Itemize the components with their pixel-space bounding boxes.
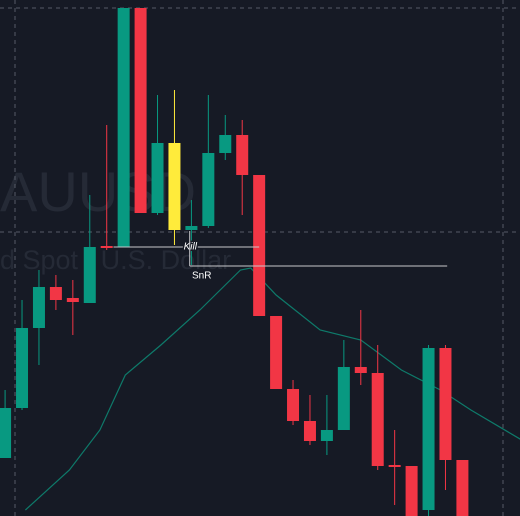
candle-body — [456, 460, 469, 516]
candle-body — [439, 348, 452, 460]
level-label: SnR — [192, 271, 211, 282]
candle-body — [0, 408, 12, 458]
watermark-symbol: AUUSD — [0, 160, 196, 223]
candle-body — [117, 8, 130, 247]
candle-body — [422, 348, 435, 510]
candle-body — [134, 8, 147, 213]
candle-body — [219, 135, 232, 153]
candle-body — [66, 298, 79, 302]
candle-body — [320, 430, 333, 441]
candle-body — [371, 373, 384, 466]
candle-body — [287, 389, 300, 421]
candle-body — [253, 175, 266, 316]
candle-body — [303, 421, 316, 441]
candle-body — [151, 143, 164, 213]
candle-body — [270, 316, 283, 389]
level-label: Kill — [184, 242, 198, 253]
candle-body — [16, 328, 29, 408]
candle-body — [354, 367, 367, 373]
candle-body — [405, 466, 418, 516]
candle-body — [83, 247, 96, 303]
candle-body — [236, 135, 249, 175]
candle-body — [100, 246, 113, 248]
candle-body — [168, 143, 181, 230]
candle-body — [32, 287, 45, 328]
candle-body — [185, 226, 198, 230]
candle-body — [202, 153, 215, 226]
candle-body — [49, 287, 62, 300]
candle-body — [388, 465, 401, 467]
candle-body — [337, 367, 350, 430]
